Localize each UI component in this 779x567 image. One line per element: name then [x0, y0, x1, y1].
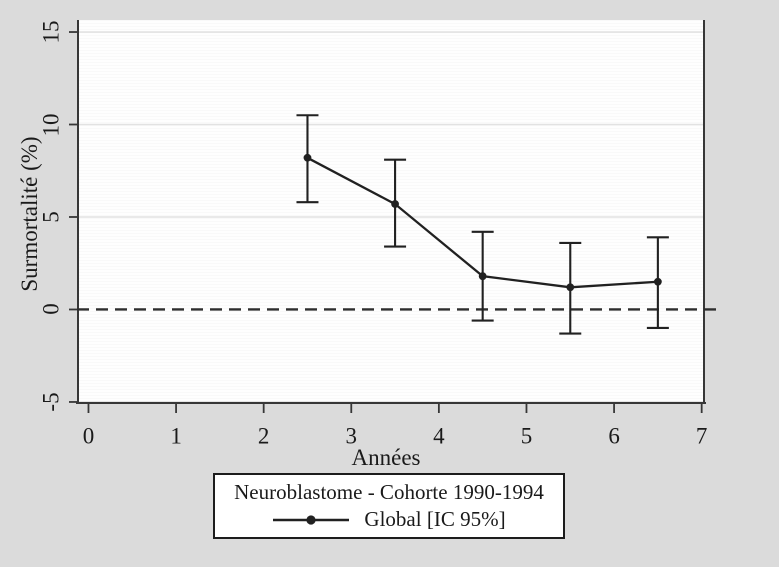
x-tick-label: 6 [608, 423, 620, 449]
y-tick-label: 10 [38, 113, 64, 136]
x-axis-title: Années [351, 445, 421, 470]
legend-line-marker-icon [273, 514, 350, 525]
x-tick-label: 2 [257, 423, 270, 449]
y-tick-label: 5 [38, 211, 64, 223]
x-tick-label: 0 [82, 423, 95, 449]
x-tick-label: 4 [433, 423, 445, 449]
legend-entry: Global [IC 95%] [215, 507, 563, 532]
x-tick-label: 7 [695, 423, 708, 449]
x-tick-label: 3 [345, 423, 358, 449]
x-tick-label: 1 [170, 423, 182, 449]
y-tick-label: -5 [38, 392, 64, 412]
x-tick-label: 5 [520, 423, 533, 449]
legend-entry-label: Global [IC 95%] [364, 507, 506, 531]
y-tick-label: 0 [38, 303, 64, 316]
y-tick-label: 15 [38, 20, 64, 44]
legend-box: Neuroblastome - Cohorte 1990-1994 Global… [213, 473, 565, 539]
plot-area [77, 20, 705, 404]
legend-title: Neuroblastome - Cohorte 1990-1994 [234, 480, 544, 504]
